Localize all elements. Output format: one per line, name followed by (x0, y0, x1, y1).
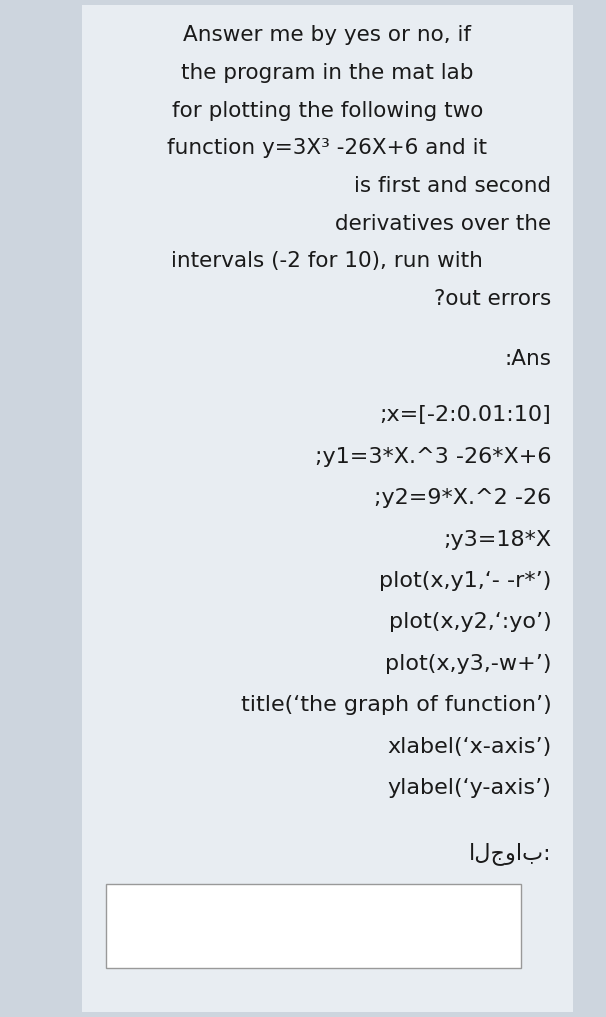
Text: is first and second: is first and second (355, 176, 551, 196)
FancyBboxPatch shape (82, 5, 573, 1012)
Text: plot(x,y2,‘:yo’): plot(x,y2,‘:yo’) (388, 612, 551, 633)
Text: derivatives over the: derivatives over the (335, 214, 551, 234)
Text: function y=3X³ -26X+6 and it: function y=3X³ -26X+6 and it (167, 138, 487, 159)
Text: ylabel(‘y-axis’): ylabel(‘y-axis’) (388, 778, 551, 798)
FancyBboxPatch shape (106, 884, 521, 968)
Text: plot(x,y3,-w+’): plot(x,y3,-w+’) (385, 654, 551, 674)
Text: ;y3=18*X: ;y3=18*X (444, 530, 551, 549)
Text: :Ans: :Ans (504, 349, 551, 369)
Text: intervals (-2 for 10), run with: intervals (-2 for 10), run with (171, 251, 483, 272)
Text: Answer me by yes or no, if: Answer me by yes or no, if (183, 25, 471, 46)
Text: title(‘the graph of function’): title(‘the graph of function’) (241, 696, 551, 715)
Text: plot(x,y1,‘- -r*’): plot(x,y1,‘- -r*’) (379, 572, 551, 591)
Text: ;y1=3*X.^3 -26*X+6: ;y1=3*X.^3 -26*X+6 (315, 446, 551, 467)
Text: the program in the mat lab: the program in the mat lab (181, 63, 473, 83)
Text: ;x=[-2:0.01:10]: ;x=[-2:0.01:10] (380, 406, 551, 425)
Text: ?out errors: ?out errors (435, 289, 551, 309)
Text: الجواب:: الجواب: (469, 842, 551, 864)
Text: for plotting the following two: for plotting the following two (171, 101, 483, 121)
Text: ;y2=9*X.^2 -26: ;y2=9*X.^2 -26 (375, 488, 551, 508)
Text: xlabel(‘x-axis’): xlabel(‘x-axis’) (387, 736, 551, 757)
